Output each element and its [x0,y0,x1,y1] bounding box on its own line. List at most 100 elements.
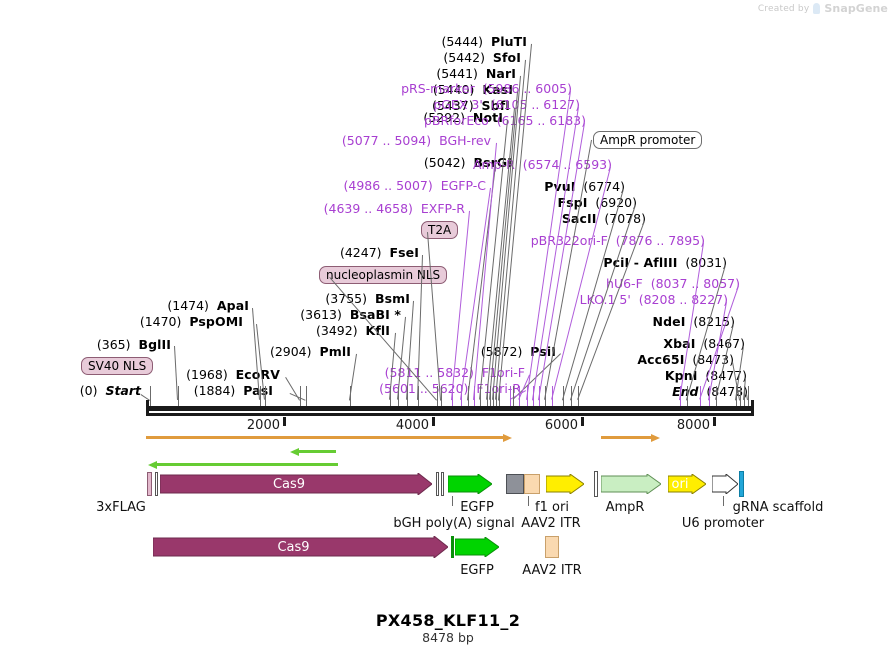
annotation-label-psiI[interactable]: (5872) PsiI [481,345,556,358]
feature-aav2-itr-peach[interactable] [524,474,540,494]
annotation-label-pbr322[interactable]: pBR322ori-F (7876 .. 7895) [531,234,705,247]
annotation-label-egfpc[interactable]: (4986 .. 5007) EGFP-C [343,179,486,192]
label-part-a: (5601 .. 5620) [379,381,469,396]
site-tick-31 [563,386,564,406]
site-tick-42 [748,386,749,406]
annotation-label-lko1[interactable]: LKO.1 5' (8208 .. 8227) [580,293,728,306]
label-part-b: (8473) [692,352,734,367]
site-tick-20 [493,386,494,406]
feature-bgh-polya-left[interactable] [436,472,439,496]
feature-cas9-bottom-inline-label: Cas9 [277,539,310,555]
label-part-a: End [672,384,699,399]
feature-cas9[interactable]: Cas9 [159,471,433,497]
annotation-label-narI[interactable]: (5441) NarI [436,67,516,80]
annotation-label-apaI[interactable]: (1474) ApaI [167,299,249,312]
annotation-label-acc65I[interactable]: Acc65I (8473) [637,353,734,366]
feature-label-egfpb[interactable]: EGFP [460,563,494,578]
annotation-label-plutI[interactable]: (5444) PluTI [441,35,527,48]
feature-egfp-bottom-edge[interactable] [451,536,454,558]
feature-egfp-bottom[interactable] [454,536,500,558]
annotation-label-bsabI[interactable]: (3613) BsaBI * [300,308,401,321]
label-part-a: (1474) [167,298,209,313]
annotation-label-start[interactable]: (0) Start [80,384,141,397]
label-part-b: (6774) [583,179,625,194]
site-tick-32 [571,386,572,406]
feature-egfp[interactable] [447,473,493,495]
annotation-label-bsmI[interactable]: (3755) BsmI [325,292,410,305]
primer-arrow-rev-long-green[interactable] [148,461,338,469]
annotation-label-pmlI[interactable]: (2904) PmlI [270,345,351,358]
annotation-label-exfpr[interactable]: (4639 .. 4658) EXFP-R [324,202,465,215]
feature-3xflag-edge[interactable] [155,472,158,496]
annotation-label-bghrev[interactable]: (5077 .. 5094) BGH-rev [342,134,491,147]
feature-ori[interactable]: ori [667,473,707,495]
watermark-brand: SnapGene [824,2,888,15]
primer-arrow-fwd-long-orange[interactable] [146,434,512,442]
annotation-label-bglII[interactable]: (365) BglII [97,338,171,351]
feature-connector-4 [528,496,529,506]
feature-badge-nucleoplasmin[interactable]: nucleoplasmin NLS [319,266,448,284]
feature-aav2-itr-bottom[interactable] [545,536,559,558]
feature-label-aav2itr[interactable]: AAV2 ITR [521,516,581,531]
feature-label-f1ori[interactable]: f1 ori [535,500,569,515]
annotation-label-xbaI[interactable]: XbaI (8467) [663,337,745,350]
site-tick-37 [709,386,710,406]
label-part-a: pBRforEco [423,113,489,128]
annotation-label-ampr[interactable]: Amp-R (6574 .. 6593) [473,158,612,171]
primer-arrow-fwd-mid-orange[interactable] [601,434,660,442]
feature-label-grna[interactable]: gRNA scaffold [732,500,824,515]
annotation-label-sbfI[interactable]: (5437) SbfI [432,99,510,112]
annotation-label-pvuI[interactable]: PvuI (6774) [544,180,625,193]
feature-label-u6prom[interactable]: U6 promoter [681,516,765,531]
ruler-tick-4000 [432,417,435,426]
annotation-label-ndeI[interactable]: NdeI (8215) [653,315,735,328]
feature-ampr-cap[interactable] [594,471,598,497]
annotation-label-sacII[interactable]: SacII (7078) [562,212,646,225]
feature-badge-sv40[interactable]: SV40 NLS [81,357,154,375]
feature-u6-promoter[interactable] [711,472,739,496]
annotation-label-sfoI[interactable]: (5442) SfoI [443,51,521,64]
annotation-label-f1orif[interactable]: (5811 .. 5832) F1ori-F [385,366,525,379]
feature-label-bghpolya[interactable]: bGH poly(A) signal [393,516,515,531]
label-part-a: (5292) [423,110,465,125]
feature-cas9-bottom[interactable]: Cas9 [152,534,449,560]
feature-aav2-itr-grey[interactable] [506,474,524,494]
feature-grna-scaffold[interactable] [739,471,744,497]
feature-label-aav2itrb[interactable]: AAV2 ITR [522,563,582,578]
feature-badge-amprpromoter[interactable]: AmpR promoter [593,131,703,149]
site-tick-24 [513,386,514,406]
feature-f1-ori[interactable] [545,473,585,495]
annotation-label-kflI[interactable]: (3492) KflI [316,324,390,337]
feature-badge-t2a[interactable]: T2A [421,221,459,239]
annotation-label-kasI[interactable]: (5440) KasI [433,83,513,96]
feature-3xflag[interactable] [147,472,152,496]
annotation-label-fseI[interactable]: (4247) FseI [340,246,419,259]
backbone-end-cap [751,400,754,414]
annotation-label-notI[interactable]: (5292) NotI [423,111,503,124]
annotation-label-pspomI[interactable]: (1470) PspOMI [140,315,243,328]
feature-label-egfp[interactable]: EGFP [460,500,494,515]
annotation-label-bsrgI[interactable]: (5042) BsrGI [424,156,512,169]
label-part-b: (8215) [693,314,735,329]
annotation-label-pbrforeco[interactable]: pBRforEco (6165 .. 6183) [424,114,586,127]
primer-arrow-rev-short-green[interactable] [290,448,336,456]
label-part-a: (5440) [432,82,475,97]
site-tick-33 [578,386,579,406]
label-part-a: (5444) [441,34,484,49]
feature-ampr[interactable] [600,473,662,495]
label-part-a: LKO.1 5' [579,292,631,307]
annotation-label-pciI[interactable]: PciI - AflIII (8031) [603,256,727,269]
annotation-label-prsmark[interactable]: pRS-marker (5986 .. 6005) [401,82,572,95]
feature-label-3xflag[interactable]: 3xFLAG [96,500,146,515]
annotation-label-pasI[interactable]: (1884) PasI [194,384,273,397]
annotation-label-kpnI[interactable]: KpnI (8477) [665,369,747,382]
annotation-label-fspI[interactable]: FspI (6920) [557,196,637,209]
plasmid-backbone-top [146,406,754,411]
feature-label-amprfeat[interactable]: AmpR [605,500,645,515]
annotation-label-ecorv[interactable]: (1968) EcoRV [186,368,280,381]
annotation-label-hu6f[interactable]: hU6-F (8037 .. 8057) [606,277,740,290]
annotation-label-pgex3[interactable]: pGEX 3' (6105 .. 6127) [433,98,580,111]
label-part-b: (8477) [705,368,747,383]
feature-bgh-polya-right[interactable] [441,472,444,496]
primer-shaft [146,436,503,439]
